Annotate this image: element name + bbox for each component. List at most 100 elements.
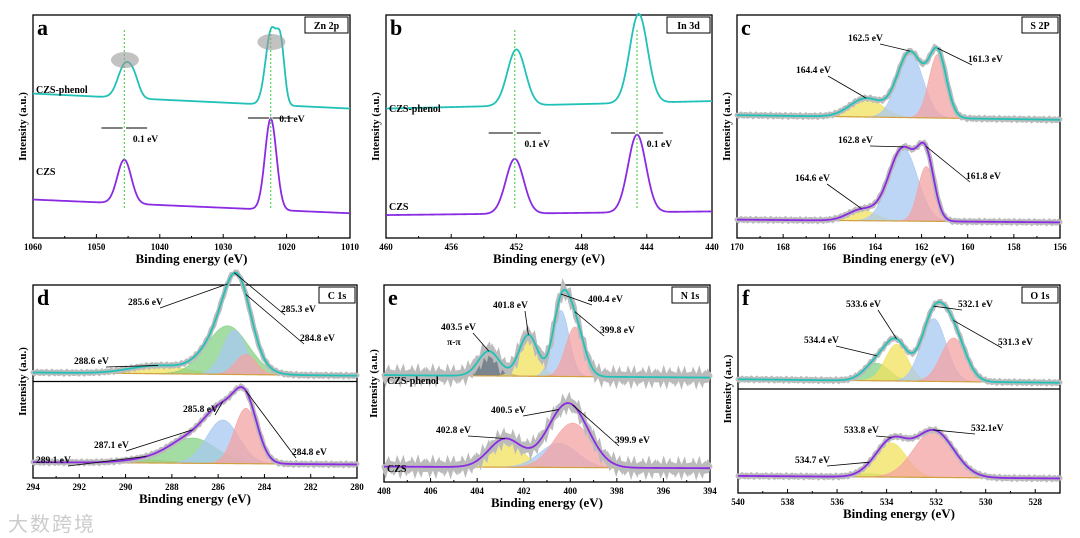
x-tick-label: 164 (869, 242, 883, 252)
spectrum-line-czs-phenol (32, 271, 358, 377)
x-axis-label: Binding energy (eV) (136, 251, 248, 266)
spectrum-line-czs-phenol (737, 301, 1061, 384)
panel-b: 460 456 452 448 444 440 Binding energy (eV) Int… (370, 12, 719, 266)
shift-label: 0.1 eV (133, 135, 158, 145)
panel-title-box (1021, 286, 1059, 304)
x-tick-label: 534 (880, 497, 894, 507)
x-tick-label: 158 (1007, 242, 1021, 252)
plot-frame (32, 14, 351, 239)
peak-annotation: 532.1eV (971, 424, 1004, 434)
shift-label: 0.1 eV (647, 140, 672, 150)
peak-annotation: 531.3 eV (998, 338, 1033, 348)
peak-annotation: 533.8 eV (844, 426, 879, 436)
panel-title-box (304, 16, 349, 34)
annotation-leader (214, 401, 224, 416)
panel-title: S 2P (1030, 21, 1049, 32)
x-tick-label: 452 (510, 242, 524, 252)
annotation-leader (933, 429, 976, 435)
panel-title-box (666, 16, 711, 34)
spectrum-line-czs (32, 116, 351, 215)
component-peak (736, 147, 1061, 223)
panel-f: 540 538 536 534 532 530 528 Binding energy (eV)… (722, 284, 1063, 521)
annotation-leader (125, 429, 193, 452)
annotation-leader (937, 47, 973, 66)
spectrum-line-czs-phenol (736, 46, 1061, 121)
x-tick-label: 1020 (278, 242, 297, 252)
panel-d: 294 292 290 288 286 284 282 280 Binding energy (… (17, 269, 364, 506)
annotation-leader (875, 435, 892, 438)
panel-title-box (1021, 16, 1059, 34)
sample-label: CZS-phenol (36, 85, 88, 96)
peak-annotation: 285.6 eV (128, 298, 163, 308)
peak-annotation: 400.4 eV (588, 295, 623, 305)
x-tick-label: 280 (350, 482, 364, 492)
x-tick-label: 294 (26, 482, 40, 492)
x-tick-label: 394 (703, 486, 717, 496)
panel-c: 170 168 166 164 162 160 158 156 Binding energy (… (721, 14, 1067, 266)
x-tick-label: 1060 (24, 242, 43, 252)
panel-letter: c (741, 15, 751, 40)
annotation-leader (560, 293, 593, 306)
annotation-leader (869, 145, 904, 148)
x-tick-label: 288 (165, 482, 179, 492)
panel-title-box (671, 286, 709, 304)
annotation-leader (245, 390, 297, 459)
panel-title: C 1s (328, 291, 347, 302)
annotation-leader (159, 283, 228, 309)
y-axis-label: Intensity (a.u.) (17, 347, 29, 416)
annotation-leader (245, 294, 305, 345)
spectrum-line-czs-phenol (32, 26, 351, 110)
peak-annotation: 402.8 eV (436, 426, 471, 436)
annotation-leader (933, 305, 963, 311)
x-tick-label: 292 (73, 482, 87, 492)
annotation-leader (522, 409, 559, 417)
annotation-leader (234, 272, 286, 316)
highlight-ellipse (110, 52, 139, 68)
panel-letter: f (742, 285, 750, 310)
x-tick-label: 460 (379, 242, 393, 252)
peak-annotation: 289.1 eV (36, 456, 71, 466)
x-tick-label: 398 (610, 486, 624, 496)
x-tick-label: 448 (575, 242, 589, 252)
panel-title: N 1s (681, 291, 700, 302)
peak-annotation: 399.8 eV (600, 326, 635, 336)
x-tick-label: 408 (377, 486, 391, 496)
x-tick-label: 286 (211, 482, 225, 492)
x-axis-label: Binding energy (eV) (491, 495, 603, 510)
spectrum-line-czs-phenol (383, 288, 711, 379)
x-tick-label: 406 (424, 486, 438, 496)
peak-annotation: 162.8 eV (838, 136, 873, 146)
x-tick-label: 156 (1053, 242, 1067, 252)
x-tick-label: 1040 (151, 242, 170, 252)
peak-annotation: 401.8 eV (493, 301, 528, 311)
annotation-leader (953, 320, 1003, 349)
annotation-leader (472, 332, 490, 352)
annotation-leader (835, 345, 877, 357)
x-tick-label: 284 (258, 482, 272, 492)
x-tick-label: 400 (564, 486, 578, 496)
peak-annotation: 161.8 eV (966, 172, 1001, 182)
y-axis-label: Intensity (a.u.) (722, 354, 734, 423)
x-tick-label: 162 (915, 242, 929, 252)
x-tick-label: 540 (731, 497, 745, 507)
x-tick-label: 532 (929, 497, 943, 507)
x-tick-label: 160 (961, 242, 975, 252)
watermark: 大数跨境 (8, 512, 96, 536)
y-axis-label: Intensity (a.u.) (721, 92, 733, 161)
x-tick-label: 1050 (87, 242, 106, 252)
annotation-leader (877, 309, 897, 339)
panel-letter: e (388, 285, 398, 310)
peak-annotation: 403.5 eV (441, 323, 476, 333)
x-tick-label: 528 (1028, 497, 1042, 507)
highlight-ellipse (257, 34, 286, 50)
x-tick-label: 1030 (214, 242, 233, 252)
peak-annotation: 285.8 eV (183, 405, 218, 415)
peak-annotation: 164.6 eV (795, 174, 830, 184)
panel-letter: d (37, 285, 49, 310)
annotation-leader (574, 311, 605, 337)
x-tick-label: 444 (640, 242, 654, 252)
peak-annotation: 532.1 eV (958, 300, 993, 310)
panel-title: O 1s (1030, 291, 1049, 302)
x-tick-label: 170 (730, 242, 744, 252)
spectrum-line-czs-phenol (385, 12, 713, 110)
